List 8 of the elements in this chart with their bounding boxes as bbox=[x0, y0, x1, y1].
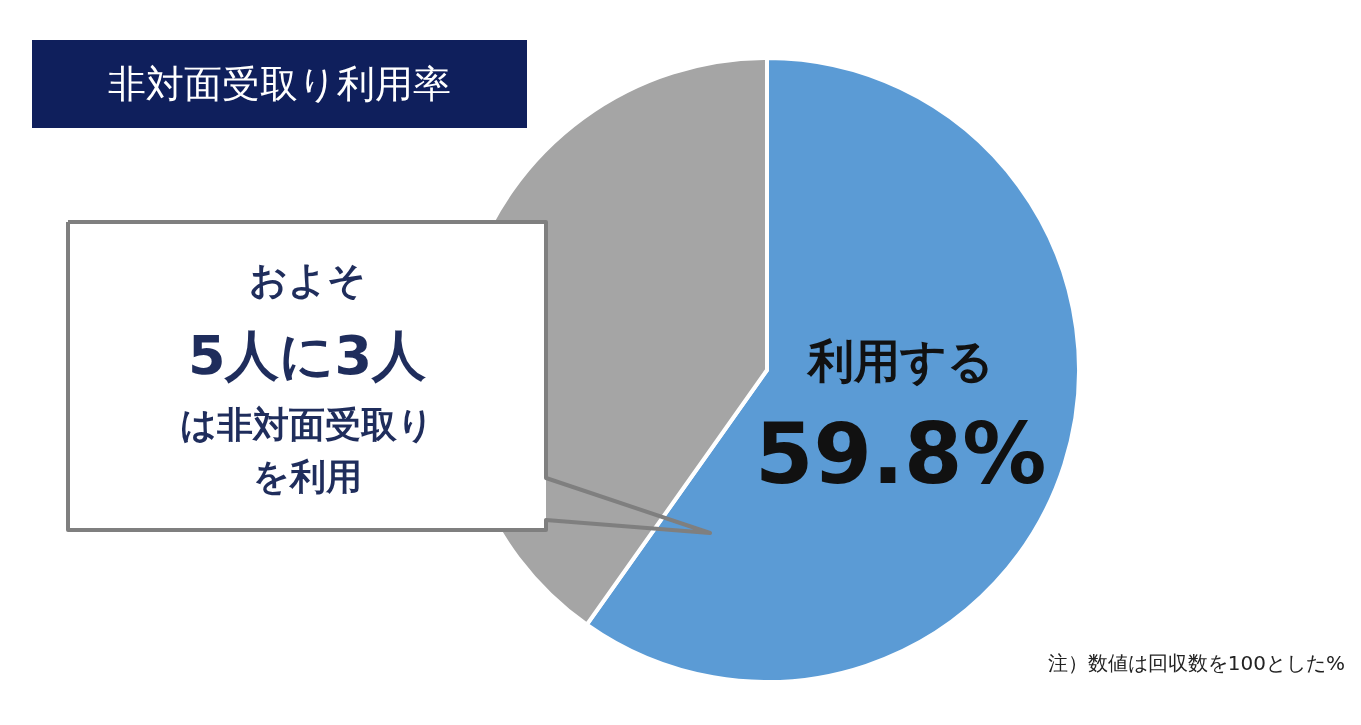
text: およそ bbox=[248, 258, 366, 302]
text: を利用 bbox=[252, 456, 362, 497]
slice-label: 利用する bbox=[805, 333, 994, 388]
text: 注）数値は回収数を100とした% bbox=[1047, 651, 1345, 675]
chart-title: 非対面受取り利用率 bbox=[107, 62, 451, 106]
text: は非対面受取り bbox=[180, 404, 434, 445]
text: 5人に3人 bbox=[187, 324, 427, 387]
data-label: 59.8% bbox=[755, 404, 1047, 503]
